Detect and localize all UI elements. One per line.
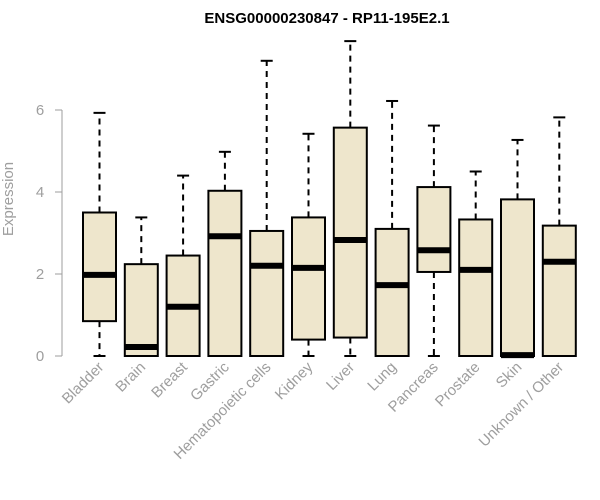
iqr-box (541, 224, 577, 357)
iqr-box (458, 218, 494, 357)
box-gastric (207, 150, 243, 357)
iqr-box (291, 216, 326, 341)
box-brain (123, 216, 159, 357)
box-prostate (458, 170, 494, 357)
y-tick-label: 6 (36, 102, 44, 119)
box-kidney (291, 132, 326, 357)
iqr-box (374, 227, 410, 357)
x-category-label: Skin (493, 359, 526, 392)
box-skin (500, 138, 535, 359)
x-category-label: Breast (148, 358, 191, 401)
iqr-box (207, 189, 243, 357)
y-axis-label: Expression (0, 162, 17, 236)
x-category-label: Bladder (59, 359, 108, 408)
boxes-group (82, 40, 577, 359)
box-lung (374, 99, 410, 357)
y-tick-label: 4 (36, 184, 44, 201)
iqr-box (500, 198, 535, 357)
x-category-label: Brain (112, 359, 149, 396)
box-bladder (82, 111, 117, 357)
y-axis: 0 2 4 6 (36, 102, 63, 365)
iqr-box (416, 186, 452, 273)
box-pancreas (416, 124, 452, 357)
box-liver (332, 40, 368, 357)
y-tick-label: 0 (36, 348, 44, 365)
x-category-label: Liver (323, 359, 358, 394)
chart-title: ENSG00000230847 - RP11-195E2.1 (204, 10, 449, 27)
box-unknown-other (541, 116, 577, 357)
y-tick-label: 2 (36, 266, 44, 283)
iqr-box (332, 126, 368, 339)
iqr-box (82, 211, 117, 323)
x-category-label: Prostate (432, 359, 484, 411)
x-category-label: Kidney (272, 358, 317, 403)
iqr-box (123, 263, 159, 357)
iqr-box (249, 229, 285, 357)
box-breast (165, 174, 201, 357)
box-hematopoietic-cells (249, 59, 285, 357)
x-category-label: Lung (364, 359, 400, 395)
